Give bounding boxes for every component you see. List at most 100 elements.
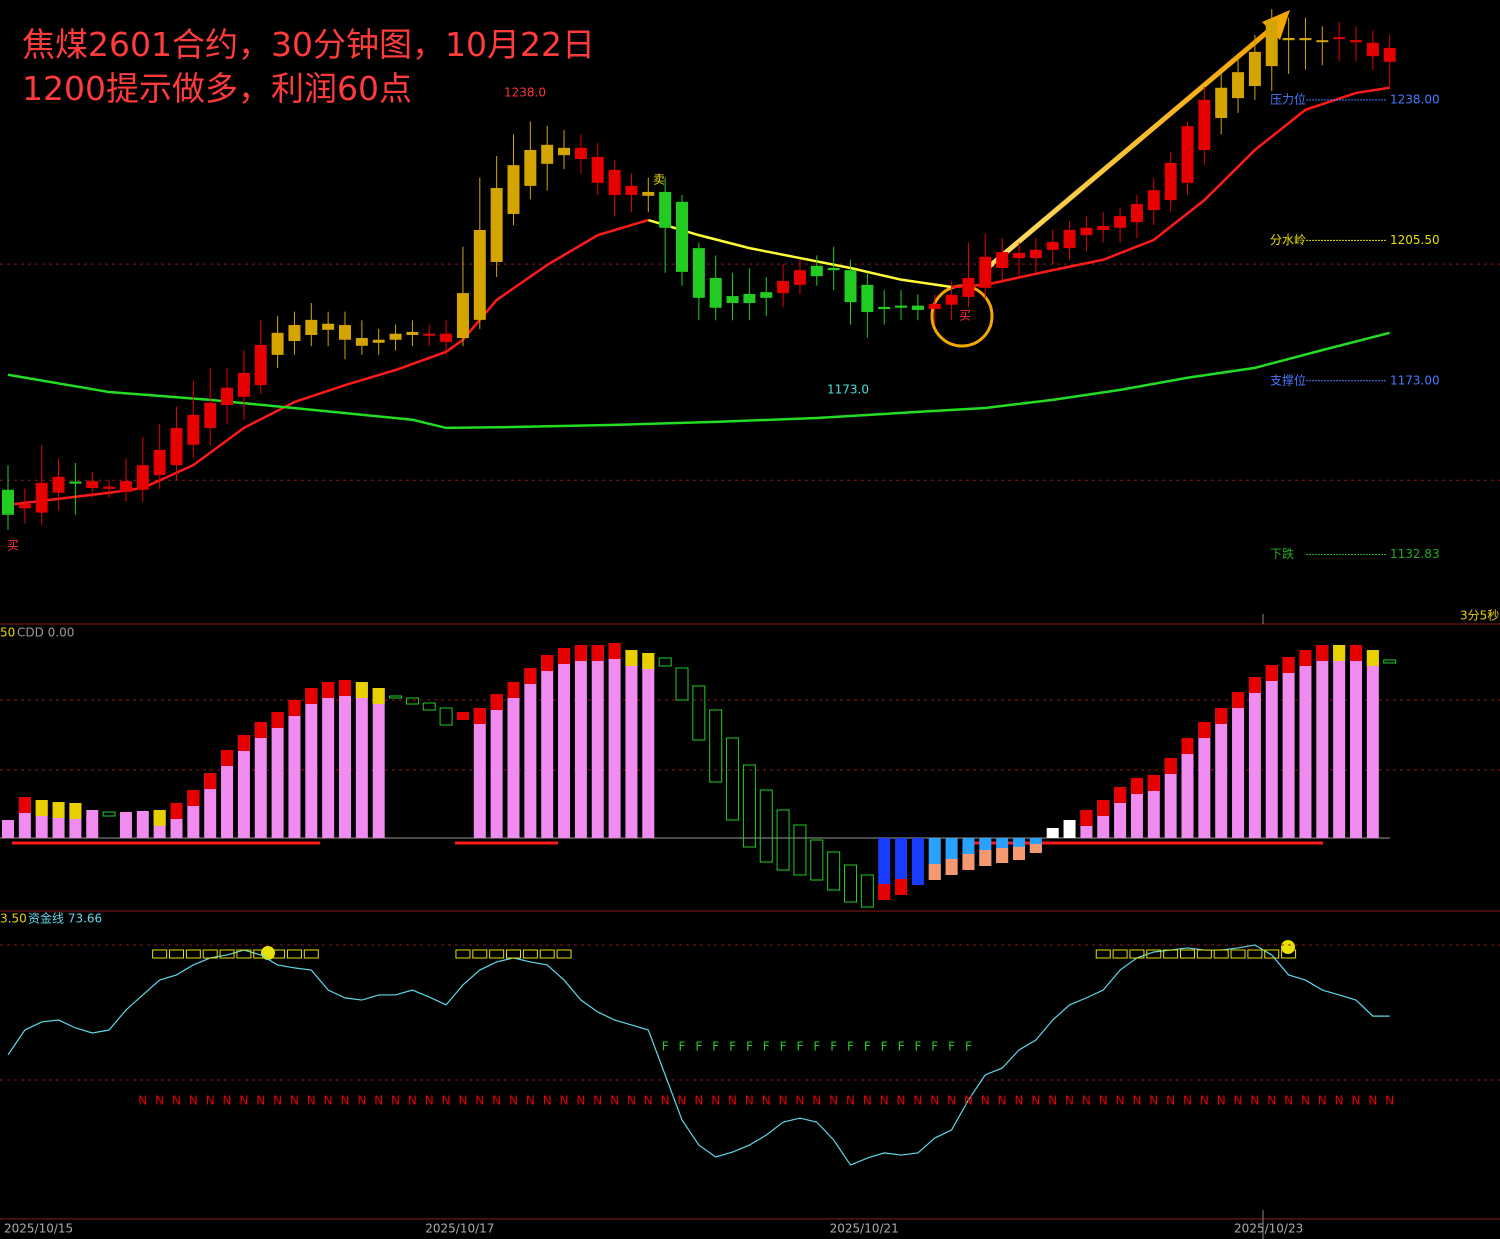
clock: 3分5秒 (1460, 609, 1499, 623)
signal-box (1129, 949, 1145, 959)
cdd-bar-cap (187, 790, 200, 806)
cdd-bar (339, 680, 351, 838)
cdd-bar-cap (591, 645, 604, 661)
cdd-bar-cap (1248, 677, 1261, 693)
cdd-bar-cap (642, 653, 655, 669)
buy-signal: 买 (7, 539, 19, 553)
signal-box (472, 949, 488, 959)
signal-text: F (830, 1040, 837, 1054)
signal-box (1163, 949, 1179, 959)
cdd-bar (271, 712, 284, 838)
candle-body (1232, 72, 1245, 99)
signal-box (185, 949, 201, 959)
cdd-bar-cap (1350, 645, 1362, 661)
candle-body (793, 270, 806, 285)
signal-text: F (662, 1040, 669, 1054)
cdd-bar-cap (608, 643, 621, 659)
cdd-bar-cap (339, 680, 351, 696)
candle-body (1333, 37, 1346, 40)
candle-body (844, 270, 857, 303)
candle-body (777, 280, 790, 294)
cdd-bar (1232, 692, 1245, 838)
signal-box (539, 949, 555, 959)
cdd-bar (827, 851, 841, 891)
signal-box (522, 949, 538, 959)
cdd-bar (1299, 650, 1312, 838)
candle-body (153, 449, 166, 476)
signal-text: N (391, 1094, 400, 1108)
signal-box (1196, 949, 1212, 959)
cdd-bar (541, 655, 554, 838)
moving-average (647, 218, 952, 289)
candle-body (692, 248, 705, 298)
signal-box (1146, 949, 1162, 959)
signal-text: F (679, 1040, 686, 1054)
candle-body (558, 147, 571, 156)
cdd-bar-cap (979, 850, 992, 866)
candle-body (928, 303, 941, 310)
cdd-bar (726, 737, 740, 821)
cdd-bar (675, 667, 689, 701)
signal-text: N (812, 1094, 821, 1108)
candle-body (305, 319, 318, 335)
candle-body (979, 256, 992, 288)
cdd-bar (389, 695, 403, 699)
cdd-bar (776, 809, 790, 871)
cdd-bar (355, 682, 368, 838)
cdd-bar-cap (928, 864, 941, 880)
cdd-bar-cap (1080, 810, 1093, 826)
cdd-bar-cap (1029, 844, 1042, 853)
cdd-bar (405, 697, 419, 705)
signal-text: N (728, 1094, 737, 1108)
signal-text: N (1385, 1094, 1394, 1108)
signal-box (202, 949, 218, 959)
cdd-bar-cap (52, 802, 65, 818)
cdd-bar (372, 688, 385, 838)
candle-body (271, 332, 284, 355)
cdd-bar-cap (878, 884, 891, 900)
level-name: 分水岭 (1270, 233, 1306, 247)
signal-text: N (1250, 1094, 1259, 1108)
signal-text: F (847, 1040, 854, 1054)
cdd-bar (507, 682, 520, 838)
signal-text: F (965, 1040, 972, 1054)
cdd-bar (254, 722, 267, 838)
cdd-bar (911, 838, 924, 885)
signal-text: N (610, 1094, 619, 1108)
candle-body (52, 476, 65, 493)
cdd-bar-cap (996, 848, 1009, 863)
candle-body (221, 387, 234, 406)
signal-box (556, 949, 572, 959)
level-value: 1238.00 (1390, 92, 1440, 106)
signal-text: N (509, 1094, 518, 1108)
cdd-bar-cap (1013, 846, 1025, 860)
cdd-bar-cap (895, 879, 908, 895)
candle-body (1013, 252, 1025, 259)
signal-text: N (324, 1094, 333, 1108)
cdd-bar-cap (1181, 738, 1194, 754)
candle-body (473, 229, 486, 320)
signal-text: N (425, 1094, 434, 1108)
candle-body (574, 147, 587, 160)
signal-text: N (964, 1094, 973, 1108)
signal-box (1213, 949, 1229, 959)
cdd-bar-cap (1114, 787, 1127, 803)
cdd-bar-cap (305, 688, 318, 704)
cdd-bar (119, 812, 132, 838)
candle-body (709, 277, 722, 308)
cdd-bar-cap (204, 773, 217, 789)
candle-body (406, 331, 419, 335)
candle-body (103, 486, 116, 489)
candle-body (743, 293, 756, 304)
signal-text: N (1335, 1094, 1344, 1108)
cdd-bar-cap (1164, 758, 1177, 774)
signal-text: N (1048, 1094, 1057, 1108)
cdd-bar (237, 735, 250, 838)
signal-text: N (644, 1094, 653, 1108)
signal-box (455, 949, 471, 959)
panel-header: 3.50 (0, 912, 27, 926)
candle-body (339, 325, 351, 340)
cdd-bar (204, 773, 217, 838)
signal-text: N (576, 1094, 585, 1108)
